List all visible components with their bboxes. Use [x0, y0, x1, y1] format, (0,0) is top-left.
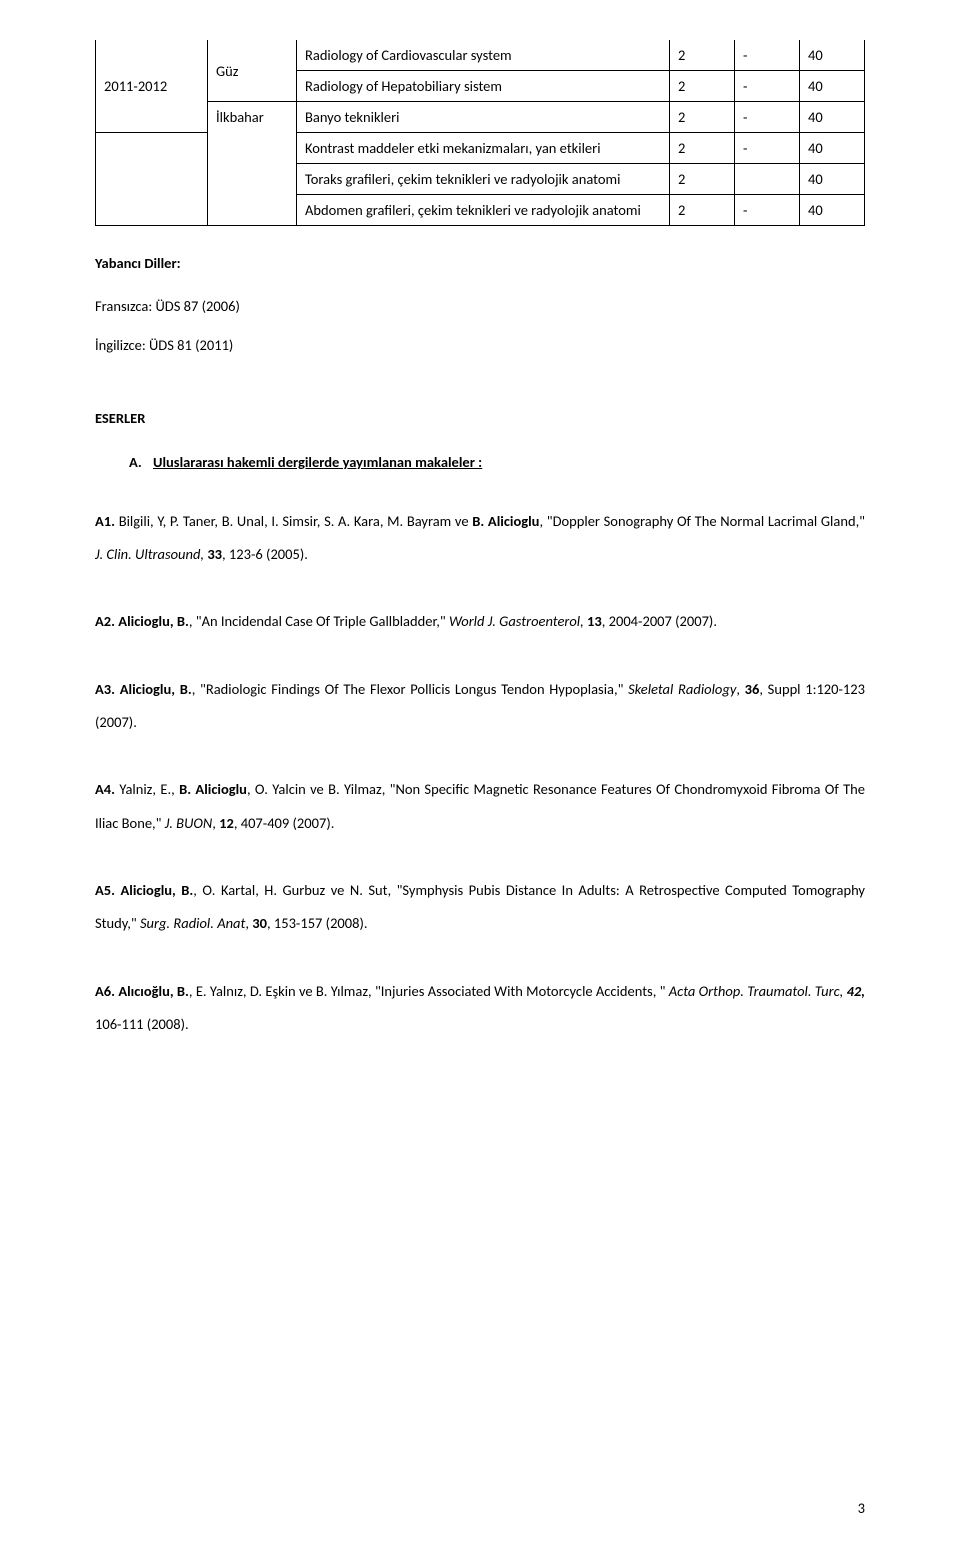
- year-cell-empty: [96, 133, 208, 226]
- ref-text: 106-111 (2008).: [95, 1015, 189, 1033]
- ref-journal: Surg. Radiol. Anat: [140, 914, 245, 932]
- year-cell: 2011-2012: [96, 40, 208, 133]
- ref-vol: 36: [745, 680, 760, 698]
- ref-journal: J. BUON: [165, 814, 212, 832]
- num-cell: 2: [670, 133, 735, 164]
- reference-a3: A3. Alicioglu, B., "Radiologic Findings …: [95, 673, 865, 740]
- ref-code: A4.: [95, 780, 115, 798]
- reference-a5: A5. Alicioglu, B., O. Kartal, H. Gurbuz …: [95, 874, 865, 941]
- num-cell: -: [735, 195, 800, 226]
- num-cell: -: [735, 102, 800, 133]
- section-a-title: Uluslararası hakemli dergilerde yayımlan…: [153, 453, 482, 471]
- semester-cell: İlkbahar: [208, 102, 297, 226]
- ref-text: , "Doppler Sonography Of The Normal Lacr…: [539, 512, 865, 530]
- ref-author-bold: B. Alicioglu: [179, 780, 247, 798]
- ref-text: , "Radiologic Findings Of The Flexor Pol…: [192, 680, 628, 698]
- num-cell: 40: [800, 164, 865, 195]
- ref-text: Yalniz, E.,: [115, 780, 179, 798]
- ref-vol: 42,: [847, 982, 865, 1000]
- num-cell: 40: [800, 40, 865, 71]
- document-page: 2011-2012 Güz Radiology of Cardiovascula…: [0, 0, 960, 1545]
- ref-author-bold: Alicioglu, B.: [115, 612, 189, 630]
- course-cell: Toraks grafileri, çekim teknikleri ve ra…: [297, 164, 670, 195]
- course-cell: Radiology of Cardiovascular system: [297, 40, 670, 71]
- section-a-prefix: A.: [129, 453, 153, 471]
- reference-a1: A1. Bilgili, Y, P. Taner, B. Unal, I. Si…: [95, 505, 865, 572]
- ref-text: , "An Incidendal Case Of Triple Gallblad…: [189, 612, 449, 630]
- foreign-languages-heading: Yabancı Diller:: [95, 254, 865, 272]
- eserler-heading: ESERLER: [95, 409, 865, 427]
- num-cell: 40: [800, 133, 865, 164]
- ref-text: Bilgili, Y, P. Taner, B. Unal, I. Simsir…: [115, 512, 472, 530]
- ref-vol: 30: [252, 914, 267, 932]
- ref-vol: 12: [219, 814, 234, 832]
- ref-code: A6.: [95, 982, 115, 1000]
- num-cell: 40: [800, 71, 865, 102]
- num-cell: 2: [670, 40, 735, 71]
- ref-text: , 407-409 (2007).: [234, 814, 335, 832]
- num-cell: 2: [670, 102, 735, 133]
- ref-text: , 123-6 (2005).: [222, 545, 308, 563]
- reference-a6: A6. Alıcıoğlu, B., E. Yalnız, D. Eşkin v…: [95, 975, 865, 1042]
- ref-text: , 2004-2007 (2007).: [602, 612, 717, 630]
- ref-text: ,: [736, 680, 744, 698]
- table-row: İlkbahar Banyo teknikleri 2 - 40: [96, 102, 865, 133]
- reference-a4: A4. Yalniz, E., B. Alicioglu, O. Yalcin …: [95, 773, 865, 840]
- num-cell: 40: [800, 102, 865, 133]
- ref-author-bold: B. Alicioglu: [472, 512, 539, 530]
- lang-english: İngilizce: ÜDS 81 (2011): [95, 329, 865, 362]
- num-cell: -: [735, 71, 800, 102]
- course-cell: Kontrast maddeler etki mekanizmaları, ya…: [297, 133, 670, 164]
- num-cell: 40: [800, 195, 865, 226]
- ref-vol: 13: [587, 612, 602, 630]
- ref-author-bold: Alicioglu, B.: [115, 881, 193, 899]
- ref-code: A2.: [95, 612, 115, 630]
- lang-french: Fransızca: ÜDS 87 (2006): [95, 290, 865, 323]
- ref-code: A3.: [95, 680, 115, 698]
- ref-author-bold: Alicioglu, B.: [115, 680, 192, 698]
- num-cell: -: [735, 133, 800, 164]
- ref-text: , 153-157 (2008).: [267, 914, 368, 932]
- ref-code: A5.: [95, 881, 115, 899]
- ref-text: , E. Yalnız, D. Eşkin ve B. Yılmaz, "Inj…: [189, 982, 669, 1000]
- reference-a2: A2. Alicioglu, B., "An Incidendal Case O…: [95, 605, 865, 638]
- num-cell: -: [735, 40, 800, 71]
- num-cell: 2: [670, 71, 735, 102]
- num-cell: [735, 164, 800, 195]
- num-cell: 2: [670, 164, 735, 195]
- semester-cell: Güz: [208, 40, 297, 102]
- ref-vol: 33: [207, 545, 222, 563]
- course-table: 2011-2012 Güz Radiology of Cardiovascula…: [95, 40, 865, 226]
- course-cell: Radiology of Hepatobiliary sistem: [297, 71, 670, 102]
- ref-journal: J. Clin. Ultrasound,: [95, 545, 207, 563]
- course-cell: Abdomen grafileri, çekim teknikleri ve r…: [297, 195, 670, 226]
- course-cell: Banyo teknikleri: [297, 102, 670, 133]
- page-number: 3: [858, 1499, 865, 1517]
- section-a-heading: A.Uluslararası hakemli dergilerde yayıml…: [95, 453, 865, 471]
- table-row: 2011-2012 Güz Radiology of Cardiovascula…: [96, 40, 865, 71]
- ref-author-bold: Alıcıoğlu, B.: [115, 982, 189, 1000]
- ref-journal: Skeletal Radiology: [628, 680, 736, 698]
- ref-journal: World J. Gastroenterol,: [449, 612, 587, 630]
- num-cell: 2: [670, 195, 735, 226]
- ref-code: A1.: [95, 512, 115, 530]
- ref-journal: Acta Orthop. Traumatol. Turc,: [669, 982, 847, 1000]
